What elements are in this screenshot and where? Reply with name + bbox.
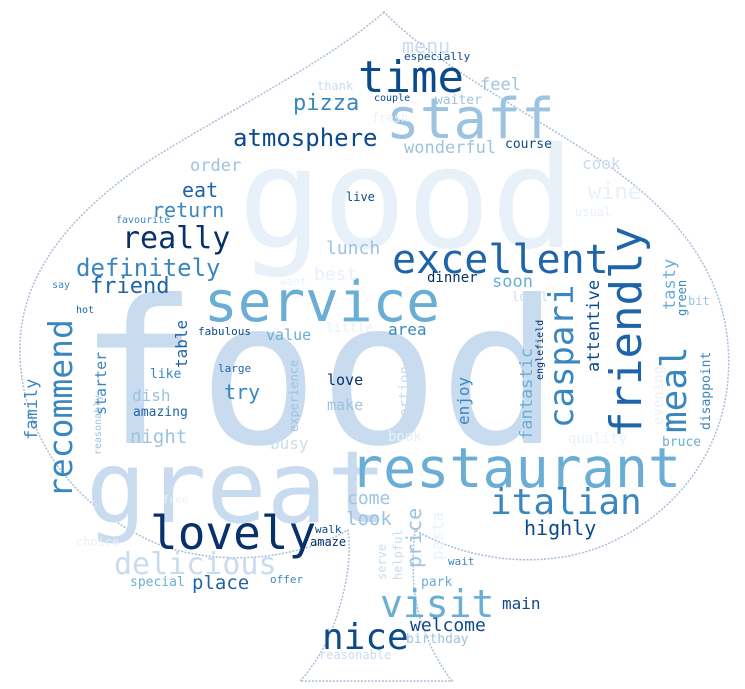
word-try: try <box>224 380 261 404</box>
word-waiter: waiter <box>435 93 482 108</box>
word-want: want <box>280 275 307 288</box>
word-family: family <box>22 378 42 440</box>
word-lunch: lunch <box>326 238 381 259</box>
word-good: good <box>238 118 576 281</box>
word-birthday: birthday <box>406 632 469 647</box>
word-thank: thank <box>317 79 354 93</box>
word-service: service <box>204 270 441 335</box>
word-free: free <box>162 493 189 506</box>
word-park: park <box>421 575 453 590</box>
word-hot: hot <box>76 305 95 316</box>
word-say: say <box>52 280 71 291</box>
spade-outline-path <box>19 10 730 682</box>
word-course: course <box>505 137 552 152</box>
word-feel: feel <box>480 75 521 95</box>
word-soon: soon <box>492 272 533 292</box>
word-special: special <box>130 575 185 590</box>
word-evening: evening <box>651 365 667 425</box>
word-usual: usual <box>575 205 612 219</box>
word-friend: friend <box>90 274 170 299</box>
word-enjoy: enjoy <box>454 376 473 425</box>
word-helpful: helpful <box>391 529 405 580</box>
word-really: really <box>122 221 231 256</box>
word-little: little <box>326 321 373 336</box>
word-green: green <box>675 279 689 316</box>
word-walk: walk <box>315 523 342 536</box>
word-friendly: friendly <box>601 226 652 438</box>
word-disappoint: disappoint <box>699 351 714 430</box>
word-look: look <box>346 508 392 530</box>
word-large: large <box>218 362 252 375</box>
word-portion: portion <box>397 365 413 425</box>
word-value: value <box>266 326 312 344</box>
word-local: local <box>512 290 549 304</box>
word-make: make <box>327 396 364 414</box>
word-eat: eat <box>182 178 219 202</box>
word-choice: choice <box>76 535 120 549</box>
word-main: main <box>502 594 541 613</box>
word-favourite: favourite <box>116 215 171 226</box>
word-excellent: excellent <box>392 237 609 283</box>
word-return: return <box>152 198 225 222</box>
word-pizza: pizza <box>293 91 360 116</box>
word-delicious: delicious <box>114 547 277 582</box>
word-price: price <box>402 507 426 568</box>
word-busy: busy <box>270 434 309 453</box>
word-wait: wait <box>448 555 475 568</box>
word-amazing: amazing <box>133 405 188 420</box>
word-highly: highly <box>524 516 597 540</box>
word-love: love <box>327 371 364 389</box>
word-dish: dish <box>132 386 171 405</box>
word-restaurant: restaurant <box>350 436 682 500</box>
word-lovely: lovely <box>150 506 317 560</box>
word-visit: visit <box>380 582 495 626</box>
word-fabulous: fabulous <box>198 325 251 338</box>
word-caspari: caspari <box>542 284 582 428</box>
word-quality: quality <box>568 431 628 447</box>
word-time: time <box>358 52 464 103</box>
word-amaze: amaze <box>310 535 347 549</box>
word-couple: couple <box>374 93 411 104</box>
word-cook: cook <box>582 154 621 173</box>
word-serve: serve <box>375 543 389 580</box>
word-table: table <box>172 319 191 368</box>
word-great: great <box>86 429 388 546</box>
word-live: live <box>346 190 375 204</box>
word-definitely: definitely <box>76 254 221 282</box>
word-place: place <box>192 572 250 594</box>
word-best: best <box>314 264 358 285</box>
word-bit: bit <box>688 294 710 308</box>
word-night: night <box>130 426 188 448</box>
word-especially: especially <box>404 50 471 63</box>
word-welcome: welcome <box>410 615 486 636</box>
word-bruce: bruce <box>662 435 702 450</box>
word-fantastic: fantastic <box>517 347 537 440</box>
word-italian: italian <box>490 482 642 523</box>
word-food: food <box>78 258 560 491</box>
word-reasonably: reasonably <box>93 394 104 455</box>
word-book: book <box>388 429 422 445</box>
word-pasta: pasta <box>428 511 447 560</box>
word-area: area <box>388 320 427 339</box>
word-fresh: fresh <box>372 111 409 125</box>
word-offer: offer <box>270 573 304 586</box>
word-like: like <box>150 367 182 382</box>
word-experience: experience <box>287 359 301 432</box>
word-wonderful: wonderful <box>404 138 497 158</box>
word-wine: wine <box>588 180 641 205</box>
word-reasonable: reasonable <box>319 648 392 662</box>
word-recommend: recommend <box>41 319 80 498</box>
word-attentive: attentive <box>584 279 604 372</box>
word-staff: staff <box>386 87 555 152</box>
word-menu: menu <box>402 34 451 58</box>
word-englefield: englefield <box>535 319 546 380</box>
word-order: order <box>190 156 242 176</box>
word-dinner: dinner <box>427 270 478 286</box>
word-come: come <box>347 488 391 509</box>
word-atmosphere: atmosphere <box>233 124 378 152</box>
word-nice: nice <box>322 617 409 658</box>
